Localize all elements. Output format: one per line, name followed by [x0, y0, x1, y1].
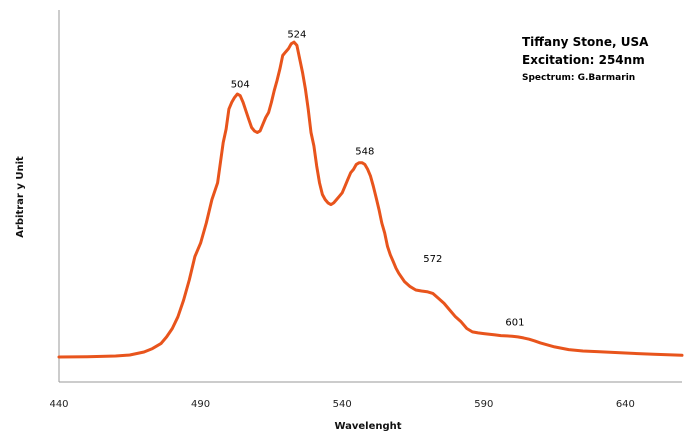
peak-label: 601 — [505, 318, 524, 329]
annotation-block: Tiffany Stone, USA Excitation: 254nm Spe… — [522, 35, 649, 83]
annotation-line-2: Excitation: 254nm — [522, 53, 645, 67]
peak-label: 524 — [287, 29, 306, 40]
spectrum-line — [57, 40, 684, 359]
x-tick-label: 540 — [333, 399, 352, 410]
x-tick-label: 490 — [191, 399, 210, 410]
x-tick-label: 590 — [474, 399, 493, 410]
peak-label: 504 — [231, 80, 250, 91]
peak-label: 548 — [355, 147, 374, 158]
y-axis-title: Arbitrar y Unit — [15, 156, 26, 238]
x-tick-labels: 440 490 540 590 640 — [49, 399, 634, 410]
series-layer — [57, 40, 684, 359]
peak-label: 572 — [423, 254, 442, 265]
annotation-line-1: Tiffany Stone, USA — [522, 35, 649, 49]
x-axis-title: Wavelenght — [334, 421, 401, 432]
axes — [58, 10, 682, 383]
annotation-line-3: Spectrum: G.Barmarin — [522, 73, 635, 83]
peak-labels: 504 524 548 572 601 — [231, 29, 525, 328]
x-tick-label: 440 — [49, 399, 68, 410]
x-tick-label: 640 — [616, 399, 635, 410]
